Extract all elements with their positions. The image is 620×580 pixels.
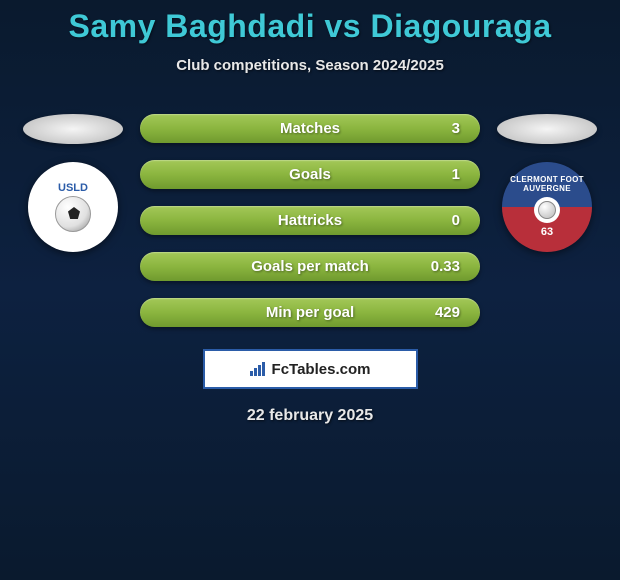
- stat-label: Min per goal: [266, 304, 354, 321]
- brand-text: FcTables.com: [272, 361, 371, 378]
- stat-row-goals: Goals 1: [140, 160, 480, 189]
- player-right-avatar-placeholder: [497, 114, 597, 144]
- player-left-avatar-placeholder: [23, 114, 123, 144]
- player-right-column: CLERMONT FOOT AUVERGNE 63: [492, 114, 602, 262]
- comparison-card: Samy Baghdadi vs Diagouraga Club competi…: [0, 0, 620, 425]
- main-row: USLD Matches 3 Goals 1 Hattrick: [0, 114, 620, 327]
- club-badge-right-inner: CLERMONT FOOT AUVERGNE 63: [507, 167, 587, 247]
- club-right-line2: AUVERGNE: [523, 185, 571, 194]
- stats-column: Matches 3 Goals 1 Hattricks 0 Goals per …: [140, 114, 480, 327]
- stat-row-hattricks: Hattricks 0: [140, 206, 480, 235]
- club-badge-right: CLERMONT FOOT AUVERGNE 63: [502, 162, 592, 252]
- stat-label: Goals: [289, 166, 331, 183]
- stat-label: Goals per match: [251, 258, 369, 275]
- stat-label: Matches: [280, 120, 340, 137]
- club-right-number: 63: [541, 226, 553, 238]
- club-left-short: USLD: [58, 182, 88, 194]
- stat-label: Hattricks: [278, 212, 342, 229]
- stat-right-value: 429: [424, 304, 460, 321]
- bar-chart-icon: [250, 362, 268, 376]
- club-badge-left-inner: USLD: [38, 172, 108, 242]
- brand-box[interactable]: FcTables.com: [203, 349, 418, 389]
- stat-right-value: 1: [424, 166, 460, 183]
- stat-row-gpm: Goals per match 0.33: [140, 252, 480, 281]
- club-badge-left: USLD: [28, 162, 118, 252]
- stat-row-mpg: Min per goal 429: [140, 298, 480, 327]
- soccer-ball-icon: [55, 196, 91, 232]
- stat-right-value: 0: [424, 212, 460, 229]
- page-title: Samy Baghdadi vs Diagouraga: [69, 8, 552, 45]
- subtitle: Club competitions, Season 2024/2025: [176, 57, 444, 74]
- player-left-column: USLD: [18, 114, 128, 262]
- stat-row-matches: Matches 3: [140, 114, 480, 143]
- club-right-ball-icon: [534, 197, 560, 223]
- date-text: 22 february 2025: [247, 407, 373, 425]
- stat-right-value: 0.33: [424, 258, 460, 275]
- stat-right-value: 3: [424, 120, 460, 137]
